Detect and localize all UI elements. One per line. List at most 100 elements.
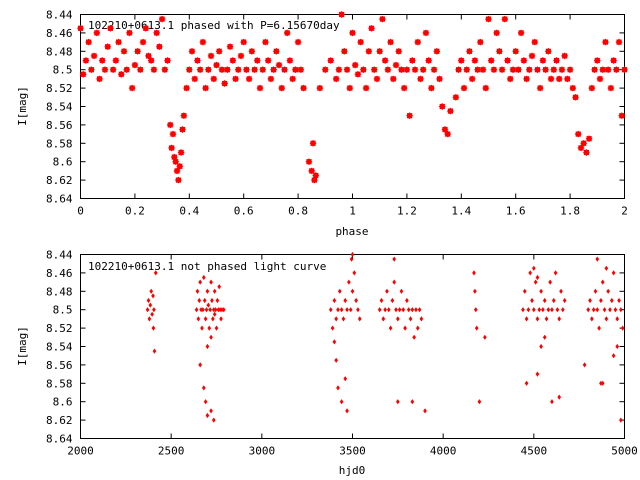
data-point	[546, 307, 551, 313]
x-tick-label: 1.6	[506, 205, 526, 218]
data-point-arm	[82, 57, 90, 64]
data-point-arm	[425, 57, 432, 64]
data-point-arm	[176, 163, 183, 170]
data-point-arm	[179, 126, 186, 133]
chart-title: 102210+0613.1 phased with P=6.15670day	[88, 19, 340, 32]
data-point-arm	[422, 29, 430, 37]
data-point-arm	[507, 75, 514, 83]
data-point-arm	[621, 66, 628, 73]
data-point-arm	[262, 38, 269, 46]
data-point	[149, 288, 154, 294]
data-point	[385, 288, 389, 294]
data-point-arm	[572, 94, 579, 101]
data-point-arm	[77, 25, 84, 32]
data-point-arm	[93, 29, 101, 37]
data-point-arm	[213, 61, 220, 69]
x-tick-label: 2000	[67, 445, 94, 458]
data-point-arm	[322, 66, 329, 73]
data-point	[474, 325, 479, 331]
y-axis-label: I[mag]	[16, 326, 29, 366]
data-point	[414, 307, 418, 313]
data-point-arm	[150, 66, 158, 73]
data-point-arm	[452, 94, 460, 101]
data-point	[550, 399, 554, 405]
data-point	[201, 385, 206, 391]
data-point-arm	[88, 66, 95, 73]
data-point-arm	[509, 66, 517, 73]
data-point-arm	[131, 61, 139, 69]
y-tick-label: 8.5	[53, 64, 73, 77]
data-point-arm	[604, 66, 612, 73]
data-point-arm	[226, 43, 234, 50]
data-point-arm	[468, 75, 476, 83]
data-point	[604, 265, 609, 271]
data-point	[221, 307, 226, 313]
data-point-arm	[199, 38, 207, 46]
data-point-arm	[284, 29, 291, 37]
data-point	[473, 288, 477, 294]
data-point	[617, 297, 621, 304]
data-point	[210, 297, 214, 304]
data-point-arm	[439, 103, 446, 110]
data-point	[483, 334, 487, 340]
data-point	[153, 270, 158, 276]
data-point-arm	[172, 158, 179, 165]
data-point-arm	[145, 52, 152, 60]
data-point-arm	[294, 38, 302, 46]
data-point	[336, 385, 340, 391]
y-tick-label: 8.58	[46, 377, 73, 390]
data-point-arm	[441, 126, 449, 133]
data-point	[410, 307, 415, 313]
data-point	[202, 297, 207, 304]
data-point-arm	[134, 48, 141, 55]
data-point-arm	[504, 57, 511, 64]
data-point	[332, 339, 337, 345]
y-tick-label: 8.64	[46, 433, 73, 446]
data-point	[600, 380, 605, 386]
data-point	[397, 307, 402, 313]
data-point-arm	[232, 75, 239, 83]
data-point-arm	[278, 84, 285, 92]
data-point	[539, 343, 543, 350]
data-point	[198, 362, 202, 368]
data-point	[392, 279, 397, 285]
data-point	[207, 325, 212, 331]
data-point	[205, 288, 210, 294]
data-point	[350, 251, 355, 258]
data-point-arm	[173, 167, 181, 175]
data-point-arm	[360, 66, 367, 73]
y-tick-label: 8.62	[46, 174, 73, 187]
data-point-arm	[531, 38, 538, 46]
data-point	[212, 288, 217, 294]
data-point-arm	[610, 57, 617, 64]
x-axis-ticks: 2000 2500 3000 3500 4000 4500 5000	[67, 254, 638, 458]
data-point	[212, 311, 217, 317]
data-point	[349, 256, 354, 262]
data-point-arm	[569, 84, 577, 92]
data-point-arm	[417, 75, 424, 83]
data-point-arm	[338, 11, 345, 18]
data-point-arm	[216, 48, 223, 55]
data-point-arm	[430, 66, 438, 73]
data-point	[386, 307, 391, 313]
data-point-arm	[558, 66, 566, 73]
data-point	[557, 394, 562, 400]
data-point-arm	[575, 130, 582, 138]
x-tick-label: 1.4	[451, 205, 471, 218]
x-tick-label: 4500	[521, 445, 548, 458]
data-point-arm	[471, 57, 479, 64]
x-axis-ticks: 0 0.2 0.4 0.6 0.8 1 1.2 1.4 1.6 1.8 2	[77, 14, 628, 218]
data-point-arm	[275, 61, 283, 69]
data-point-arm	[591, 66, 598, 73]
data-point-arm	[177, 149, 185, 156]
data-point	[145, 307, 150, 313]
x-axis-label: phase	[335, 225, 368, 238]
data-point	[615, 343, 620, 350]
unphased-light-curve-panel: 102210+0613.1 not phased light curve hjd…	[16, 249, 638, 478]
y-tick-label: 8.6	[53, 396, 73, 409]
data-point-arm	[368, 25, 375, 32]
data-point-arm	[264, 57, 272, 64]
data-point	[535, 274, 540, 281]
data-point-arm	[343, 66, 351, 73]
data-point	[345, 408, 349, 414]
